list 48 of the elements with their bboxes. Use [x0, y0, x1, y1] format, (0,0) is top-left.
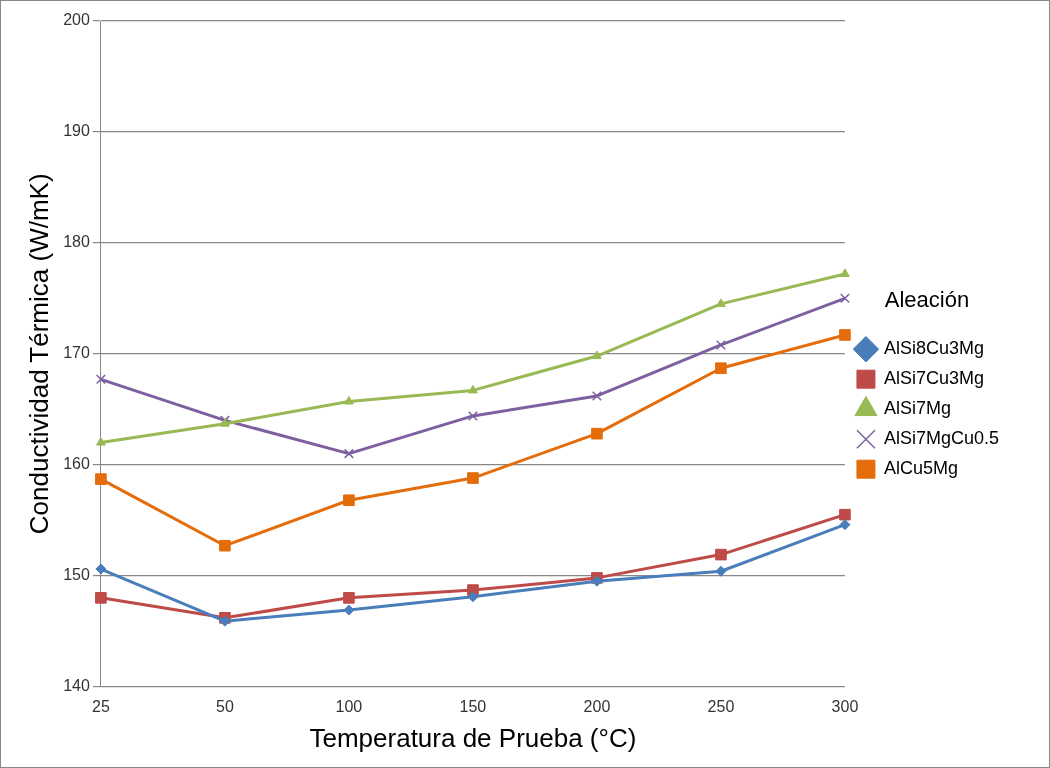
y-axis-title: Conductividad Térmica (W/mK)	[23, 173, 54, 535]
x-tick-label: 300	[831, 697, 859, 715]
point	[716, 298, 726, 307]
point	[591, 427, 603, 440]
point	[219, 539, 231, 552]
point	[467, 472, 479, 484]
y-tick-label: 200	[63, 11, 90, 29]
point	[467, 410, 478, 421]
y-tick-label: 190	[63, 122, 90, 140]
point	[468, 384, 478, 394]
point	[591, 390, 602, 401]
legend-label: AlCu5Mg	[883, 458, 958, 479]
legend-title: Aleación	[884, 286, 970, 312]
point	[840, 268, 850, 277]
x-tick-label: 50	[216, 697, 234, 715]
x-tick-label: 100	[335, 697, 363, 715]
point	[715, 565, 727, 577]
x-tick-label: 250	[707, 697, 735, 715]
point	[839, 519, 851, 531]
point	[715, 548, 727, 561]
x-tick-label: 25	[92, 697, 110, 715]
x-axis-title: Temperatura de Prueba (°C)	[309, 722, 637, 753]
point	[95, 374, 106, 385]
point	[839, 293, 850, 304]
point	[839, 508, 851, 521]
y-tick-label: 170	[63, 344, 90, 362]
point	[592, 350, 602, 360]
y-tick-label: 160	[63, 455, 90, 473]
point	[715, 339, 726, 350]
legend-label: AlSi7Mg	[883, 398, 951, 419]
point	[95, 592, 107, 604]
y-tick-label: 140	[63, 677, 90, 695]
y-tick-label: 150	[63, 566, 90, 584]
point	[343, 494, 355, 507]
point	[839, 329, 851, 341]
point	[344, 396, 354, 405]
legend-label: AlSi7Cu3Mg	[883, 368, 984, 389]
legend-label: AlSi8Cu3Mg	[883, 338, 984, 359]
point	[467, 591, 479, 603]
y-tick-label: 180	[63, 233, 90, 251]
x-tick-label: 150	[459, 697, 487, 715]
point	[96, 437, 106, 446]
legend-label: AlSi7MgCu0.5	[883, 428, 999, 449]
x-tick-label: 200	[583, 697, 611, 715]
point	[343, 448, 354, 459]
point	[95, 473, 107, 485]
point	[715, 362, 727, 375]
point	[343, 592, 355, 604]
